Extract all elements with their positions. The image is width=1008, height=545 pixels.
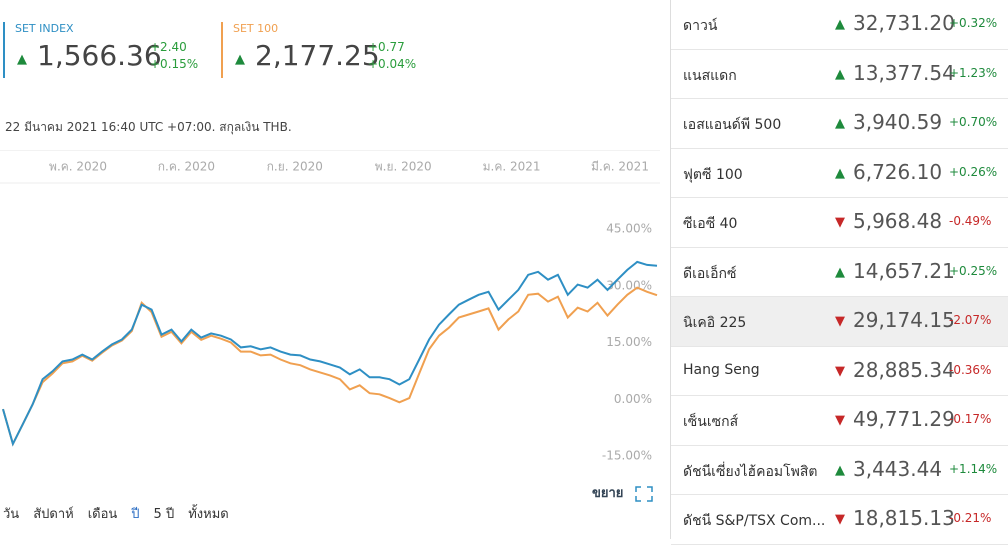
chart: พ.ค. 2020 ก.ค. 2020 ก.ย. 2020 พ.ย. 2020 ม.ค.… — [0, 150, 660, 463]
direction-arrow: ▼ — [835, 215, 845, 230]
expand-label[interactable]: ขยาย — [592, 486, 624, 501]
direction-arrow: ▲ — [17, 52, 27, 67]
market-change: -0.21% — [949, 511, 992, 525]
chart-panel: SET INDEX ▲ 1,566.36 +2.40 +0.15% SET 100 ▲ 2,1… — [0, 22, 660, 524]
market-price: 32,731.20 — [853, 11, 955, 35]
direction-arrow: ▼ — [835, 314, 845, 329]
market-row[interactable]: Hang Seng ▼ 28,885.34 -0.36% — [671, 347, 1008, 396]
x-tick-label: พ.ค. 2020 — [49, 160, 107, 174]
market-change: +1.23% — [949, 65, 998, 80]
market-price: 3,443.44 — [853, 456, 943, 481]
market-price: 28,885.34 — [853, 357, 955, 382]
direction-arrow: ▲ — [835, 17, 845, 32]
change-percent: +0.04% — [368, 57, 417, 71]
market-name: แนสแดก — [683, 67, 737, 84]
range-option[interactable]: วัน — [3, 507, 20, 522]
change-value: +0.77 — [368, 40, 405, 54]
direction-arrow: ▲ — [835, 116, 845, 131]
market-change: +0.32% — [949, 16, 998, 30]
market-change: -0.49% — [949, 214, 992, 228]
market-name: ฟุตซี 100 — [683, 166, 743, 183]
market-row[interactable]: ดาวน์ ▲ 32,731.20 +0.32% — [671, 0, 1008, 50]
change-percent: +0.15% — [150, 57, 199, 71]
market-row[interactable]: ซีเอซี 40 ▼ 5,968.48 -0.49% — [671, 198, 1008, 248]
market-row[interactable]: ดัชนีเซี่ยงไฮ้คอมโพสิต ▲ 3,443.44 +1.14% — [671, 446, 1008, 495]
direction-arrow: ▼ — [835, 512, 845, 527]
direction-arrow: ▲ — [235, 52, 245, 67]
expand-icon[interactable] — [634, 485, 654, 503]
market-row[interactable]: ฟุตซี 100 ▲ 6,726.10 +0.26% — [671, 149, 1008, 198]
market-row[interactable]: แนสแดก ▲ 13,377.54 +1.23% — [671, 50, 1008, 99]
market-change: +0.26% — [949, 164, 998, 179]
market-list: ดาวน์ ▲ 32,731.20 +0.32% แนสแดก ▲ 13,377.54 +1.… — [670, 0, 1008, 545]
market-name: ซีเอซี 40 — [683, 216, 738, 232]
market-name: Hang Seng — [683, 361, 760, 378]
range-option[interactable]: เดือน — [87, 507, 118, 522]
index-change: +2.40 +0.15% — [150, 39, 198, 73]
x-tick-label: ก.ย. 2020 — [267, 160, 323, 174]
range-option[interactable]: ปี — [131, 507, 140, 522]
market-price: 29,174.15 — [853, 308, 955, 332]
index-block: SET 100 ▲ 2,177.25 +0.77 +0.04% — [221, 22, 416, 78]
market-change: -2.07% — [949, 313, 992, 327]
x-tick-label: มี.ค. 2021 — [591, 160, 649, 174]
x-tick-label: พ.ย. 2020 — [375, 160, 432, 174]
x-tick-label: ม.ค. 2021 — [483, 160, 541, 174]
y-tick-label: 15.00% — [606, 335, 652, 349]
market-row[interactable]: ดัชนี S&P/TSX Com... ▼ 18,815.13 -0.21% — [671, 495, 1008, 545]
market-price: 3,940.59 — [853, 110, 943, 134]
market-change: +0.25% — [949, 263, 998, 278]
market-change: +1.14% — [949, 461, 998, 476]
market-row[interactable]: ดีเอเอ็กซ์ ▲ 14,657.21 +0.25% — [671, 248, 1008, 297]
market-change: +0.70% — [949, 115, 998, 129]
market-price: 18,815.13 — [853, 506, 955, 530]
direction-arrow: ▲ — [835, 66, 845, 82]
market-name: ดีเอเอ็กซ์ — [683, 265, 737, 282]
market-name: ดาวน์ — [683, 18, 718, 34]
index-name: SET 100 — [233, 22, 279, 35]
x-tick-label: ก.ค. 2020 — [158, 160, 215, 174]
range-option[interactable]: สัปดาห์ — [33, 507, 74, 522]
market-row[interactable]: นิเคอิ 225 ▼ 29,174.15 -2.07% — [671, 297, 1008, 347]
direction-arrow: ▲ — [835, 264, 845, 280]
market-name: เอสแอนด์พี 500 — [683, 117, 782, 133]
market-price: 13,377.54 — [853, 60, 955, 85]
series-line — [2, 260, 658, 447]
index-price: 2,177.25 — [255, 39, 380, 72]
index-block: SET INDEX ▲ 1,566.36 +2.40 +0.15% — [3, 22, 198, 78]
market-change: -0.17% — [949, 412, 992, 426]
market-name: เซ็นเซกส์ — [683, 414, 739, 430]
y-tick-label: 0.00% — [614, 392, 652, 406]
market-change: -0.36% — [949, 362, 992, 377]
market-name: นิเคอิ 225 — [683, 315, 747, 331]
market-name: ดัชนีเซี่ยงไฮ้คอมโพสิต — [683, 463, 818, 480]
direction-arrow: ▼ — [835, 413, 845, 428]
market-name: ดัชนี S&P/TSX Com... — [683, 513, 826, 529]
direction-arrow: ▲ — [835, 165, 845, 181]
change-value: +2.40 — [150, 40, 187, 54]
expand-button[interactable]: ขยาย — [592, 482, 654, 503]
range-selector: วัน สัปดาห์ เดือน ปี 5 ปี ทั้งหมด — [3, 503, 229, 524]
direction-arrow: ▼ — [835, 363, 845, 379]
index-price: 1,566.36 — [37, 39, 162, 72]
market-price: 5,968.48 — [853, 209, 943, 233]
market-row[interactable]: เอสแอนด์พี 500 ▲ 3,940.59 +0.70% — [671, 99, 1008, 149]
y-tick-label: -15.00% — [602, 449, 652, 463]
range-option[interactable]: 5 ปี — [153, 507, 175, 522]
index-change: +0.77 +0.04% — [368, 39, 416, 73]
market-row[interactable]: เซ็นเซกส์ ▼ 49,771.29 -0.17% — [671, 396, 1008, 446]
direction-arrow: ▲ — [835, 462, 845, 478]
index-name: SET INDEX — [15, 22, 74, 35]
market-price: 49,771.29 — [853, 407, 955, 431]
market-price: 14,657.21 — [853, 258, 955, 283]
range-option[interactable]: ทั้งหมด — [188, 507, 229, 522]
y-tick-label: 45.00% — [606, 222, 652, 236]
series-line — [2, 286, 658, 447]
timestamp: 22 มีนาคม 2021 16:40 UTC +07:00. สกุลเงิ… — [5, 120, 292, 134]
market-price: 6,726.10 — [853, 159, 943, 184]
